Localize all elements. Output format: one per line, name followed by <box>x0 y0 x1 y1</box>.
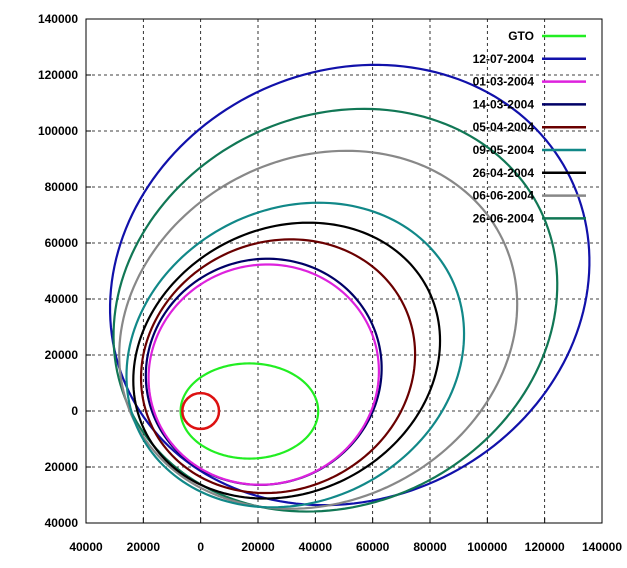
orbit-line-01-03-2004 <box>147 263 380 486</box>
y-tick-label: 40000 <box>45 516 79 530</box>
x-axis-ticks: 40000 20000 0 20000 40000 60000 80000 100000 120… <box>69 518 622 554</box>
orbit-line-09-05-2004 <box>125 201 466 509</box>
x-tick-label: 120000 <box>525 540 565 554</box>
y-axis-ticks: 40000 20000 0 20000 40000 60000 80000 100000 120… <box>38 12 91 530</box>
y-tick-label: 20000 <box>45 348 79 362</box>
x-tick-label: 20000 <box>241 540 275 554</box>
x-tick-label: 80000 <box>413 540 447 554</box>
legend-label: 26-06-2004 <box>473 211 535 225</box>
plot-frame <box>85 18 603 524</box>
y-tick-label: 60000 <box>45 236 79 250</box>
grid-lines <box>86 19 602 523</box>
orbit-line-26-04-2004 <box>132 221 442 500</box>
legend-label: 26-04-2004 <box>473 166 535 180</box>
orbit-series <box>108 63 591 513</box>
legend-label: GTO <box>508 29 534 43</box>
y-tick-label: 140000 <box>38 12 78 26</box>
legend-label: 05-04-2004 <box>473 120 535 134</box>
earth-marker <box>181 391 221 431</box>
x-tick-label: 20000 <box>127 540 161 554</box>
legend-label: 01-03-2004 <box>473 75 535 89</box>
orbit-line-14-03-2004 <box>144 257 383 486</box>
x-tick-label: 40000 <box>69 540 103 554</box>
y-tick-label: 40000 <box>45 292 79 306</box>
legend: GTO 12-07-2004 01-03-2004 14-03-2004 05-04-2… <box>473 29 586 225</box>
x-tick-label: 60000 <box>356 540 390 554</box>
orbit-line-05-04-2004 <box>139 238 417 495</box>
y-tick-label: 0 <box>71 404 78 418</box>
legend-label: 06-06-2004 <box>473 189 535 203</box>
orbit-line-26-06-2004 <box>112 107 559 513</box>
orbit-line-gto <box>179 362 320 460</box>
legend-label: 09-05-2004 <box>473 143 535 157</box>
y-tick-label: 100000 <box>38 124 78 138</box>
x-tick-label: 0 <box>197 540 204 554</box>
x-tick-label: 40000 <box>299 540 333 554</box>
x-tick-label: 100000 <box>467 540 507 554</box>
legend-label: 12-07-2004 <box>473 52 535 66</box>
y-tick-label: 80000 <box>45 180 79 194</box>
y-tick-label: 20000 <box>45 460 79 474</box>
earth-circle <box>181 391 221 431</box>
y-tick-label: 120000 <box>38 68 78 82</box>
legend-label: 14-03-2004 <box>473 97 535 111</box>
x-tick-label: 140000 <box>582 540 622 554</box>
